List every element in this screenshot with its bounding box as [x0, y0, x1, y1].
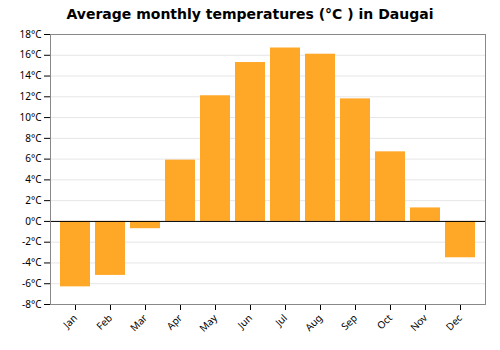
html-text:Average monthly temperatures (: Average monthly temperatures (°C ) in Da… [66, 6, 434, 22]
svg-text:12°C: 12°C [19, 89, 42, 103]
svg-text:Mar: Mar [127, 311, 150, 334]
svg-text:Feb: Feb [93, 311, 115, 333]
svg-text:-2°C: -2°C [22, 234, 42, 248]
svg-text:Jul: Jul [271, 311, 290, 330]
svg-text:Jun: Jun [234, 311, 255, 332]
svg-text:2°C: 2°C [25, 193, 42, 207]
svg-text:Aug: Aug [302, 311, 325, 334]
svg-text:18°C: 18°C [19, 27, 42, 41]
svg-text:Jan: Jan [59, 311, 80, 332]
svg-text:10°C: 10°C [19, 110, 42, 124]
svg-text:Sep: Sep [338, 311, 360, 333]
svg-text:-6°C: -6°C [22, 276, 42, 290]
svg-text:May: May [196, 310, 221, 335]
svg-text:Nov: Nov [407, 310, 431, 334]
svg-text:16°C: 16°C [19, 47, 42, 61]
svg-text:4°C: 4°C [25, 172, 42, 186]
svg-text:8°C: 8°C [25, 131, 42, 145]
svg-text:0°C: 0°C [25, 214, 42, 228]
svg-text:-8°C: -8°C [22, 297, 42, 311]
svg-text:Dec: Dec [442, 311, 465, 334]
svg-text:14°C: 14°C [19, 68, 42, 82]
svg-text:-4°C: -4°C [22, 255, 42, 269]
svg-text:Apr: Apr [163, 311, 185, 333]
svg-text:Oct: Oct [374, 311, 396, 333]
svg-text:6°C: 6°C [25, 151, 42, 165]
